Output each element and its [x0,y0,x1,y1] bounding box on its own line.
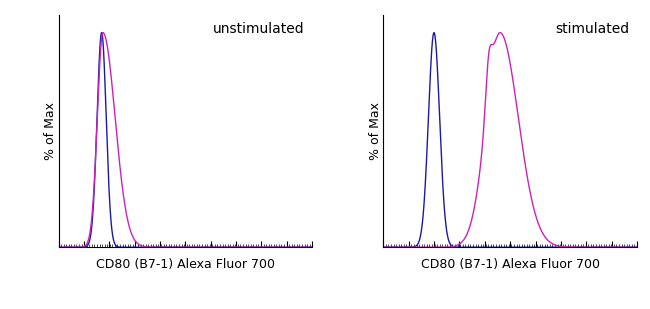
X-axis label: CD80 (B7-1) Alexa Fluor 700: CD80 (B7-1) Alexa Fluor 700 [96,258,275,271]
Y-axis label: % of Max: % of Max [369,102,382,160]
X-axis label: CD80 (B7-1) Alexa Fluor 700: CD80 (B7-1) Alexa Fluor 700 [421,258,600,271]
Text: stimulated: stimulated [555,23,629,36]
Y-axis label: % of Max: % of Max [44,102,57,160]
Text: unstimulated: unstimulated [213,23,305,36]
